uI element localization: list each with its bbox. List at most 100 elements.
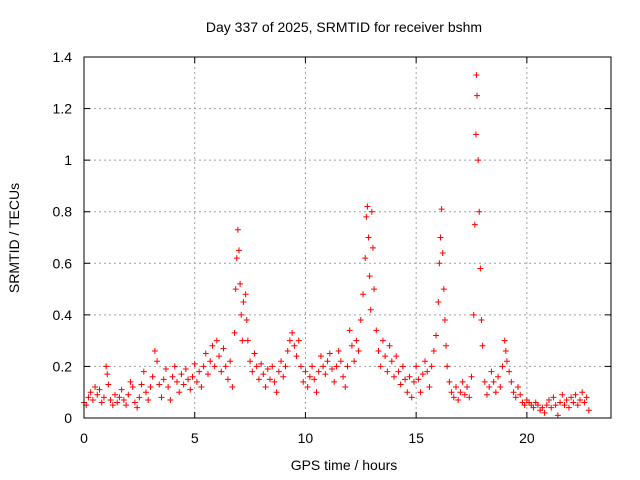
data-point (291, 342, 298, 349)
data-point (306, 373, 313, 380)
data-point (382, 353, 389, 360)
data-point (145, 396, 152, 403)
data-point (282, 363, 289, 370)
data-point (311, 376, 318, 383)
data-point (158, 394, 165, 401)
data-point (162, 366, 169, 373)
data-point (559, 391, 566, 398)
data-point (232, 286, 239, 293)
data-point (472, 131, 479, 138)
data-point (247, 358, 254, 365)
data-point (107, 396, 114, 403)
data-point (156, 381, 163, 388)
data-point (180, 381, 187, 388)
data-point (360, 291, 366, 298)
data-point (543, 402, 550, 409)
data-point (333, 363, 340, 370)
data-point (539, 404, 546, 411)
data-point (149, 373, 156, 380)
data-point (365, 234, 372, 241)
data-point (337, 358, 344, 365)
data-point (169, 373, 176, 380)
data-point (255, 376, 262, 383)
data-point (455, 396, 462, 403)
data-point (459, 378, 466, 385)
data-point (92, 384, 99, 391)
data-point (236, 247, 242, 254)
data-point (118, 386, 125, 393)
data-point (262, 384, 269, 391)
data-point (112, 391, 118, 398)
data-point (377, 363, 384, 370)
data-point (105, 381, 112, 388)
y-tick-label: 0.4 (53, 307, 73, 323)
data-point (565, 404, 572, 411)
data-point (331, 378, 338, 385)
data-point (506, 368, 513, 375)
data-point (510, 389, 517, 396)
data-point (85, 394, 92, 401)
data-point (572, 391, 579, 398)
data-point (488, 368, 495, 375)
data-point (134, 404, 141, 411)
data-point (300, 378, 307, 385)
data-point (94, 391, 101, 398)
data-point (366, 273, 373, 280)
grid-lines (84, 57, 611, 418)
data-point (439, 249, 446, 256)
data-point (239, 337, 246, 344)
data-point (408, 394, 415, 401)
data-point (284, 347, 291, 354)
y-tick-label: 1 (64, 152, 72, 168)
data-point (127, 378, 134, 385)
data-point (326, 350, 333, 357)
data-point (515, 384, 521, 391)
data-point (501, 337, 508, 344)
data-point (114, 399, 121, 406)
data-point (561, 402, 568, 409)
data-point (363, 213, 370, 220)
data-point (200, 363, 207, 370)
x-tick-label: 5 (191, 430, 199, 446)
data-point (585, 407, 592, 414)
data-point (428, 363, 435, 370)
data-point (490, 378, 497, 385)
data-point (147, 384, 154, 391)
data-point (289, 329, 296, 336)
data-point (344, 363, 351, 370)
data-point (495, 373, 502, 380)
data-point (468, 373, 475, 380)
data-point (240, 298, 247, 305)
data-point (364, 203, 371, 210)
data-point (298, 363, 304, 370)
data-point (309, 363, 316, 370)
data-point (453, 384, 459, 391)
data-point (253, 363, 260, 370)
data-point (443, 342, 450, 349)
data-point (546, 396, 552, 403)
data-point (116, 394, 123, 401)
data-point (446, 378, 453, 385)
data-point (530, 404, 537, 411)
data-point (271, 378, 278, 385)
data-point (267, 376, 273, 383)
data-point (534, 402, 541, 409)
chart-title: Day 337 of 2025, SRMTID for receiver bsh… (206, 19, 482, 35)
data-point (324, 358, 331, 365)
data-point (196, 368, 203, 375)
data-point (476, 208, 483, 215)
data-point (317, 353, 324, 360)
data-point (304, 384, 311, 391)
data-point (89, 396, 96, 403)
data-point (222, 363, 229, 370)
data-point (461, 391, 468, 398)
data-point (441, 317, 448, 324)
data-point (87, 389, 94, 396)
data-point (492, 389, 499, 396)
data-point (98, 399, 105, 406)
data-point (484, 391, 490, 398)
data-point (227, 358, 234, 365)
x-tick-label: 15 (408, 430, 424, 446)
data-point (579, 389, 586, 396)
